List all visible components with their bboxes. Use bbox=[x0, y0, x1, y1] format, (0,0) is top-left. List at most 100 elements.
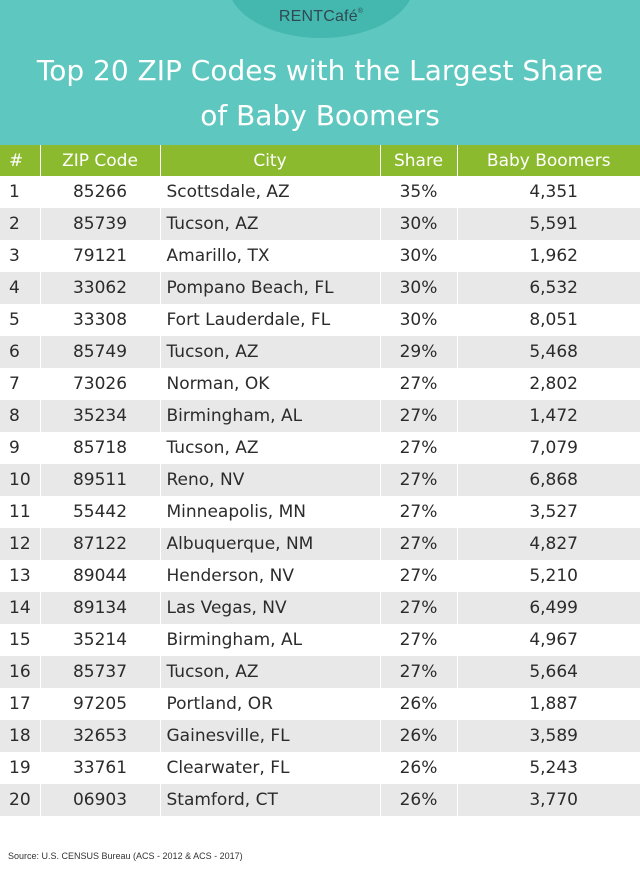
table-row: 13 89044 Henderson, NV 27% 5,210 bbox=[0, 560, 640, 592]
city-cell: Birmingham, AL bbox=[160, 400, 381, 432]
table-row: 16 85737 Tucson, AZ 27% 5,664 bbox=[0, 656, 640, 688]
boomers-cell: 8,051 bbox=[457, 304, 640, 336]
zip-cell: 33308 bbox=[40, 304, 161, 336]
boomers-cell: 2,802 bbox=[457, 368, 640, 400]
zip-cell: 89511 bbox=[40, 464, 161, 496]
rank-cell: 14 bbox=[0, 592, 41, 624]
rank-cell: 7 bbox=[0, 368, 41, 400]
header-zip-code: ZIP Code bbox=[40, 145, 161, 176]
table-row: 4 33062 Pompano Beach, FL 30% 6,532 bbox=[0, 272, 640, 304]
zip-cell: 79121 bbox=[40, 240, 161, 272]
header-share: Share bbox=[380, 145, 458, 176]
zip-code-table: # ZIP Code City Share Baby Boomers 1 8526… bbox=[0, 145, 640, 816]
rank-cell: 5 bbox=[0, 304, 41, 336]
table-row: 17 97205 Portland, OR 26% 1,887 bbox=[0, 688, 640, 720]
rank-cell: 20 bbox=[0, 784, 41, 816]
boomers-cell: 6,499 bbox=[457, 592, 640, 624]
city-cell: Amarillo, TX bbox=[160, 240, 381, 272]
share-cell: 27% bbox=[380, 528, 458, 560]
share-cell: 26% bbox=[380, 784, 458, 816]
share-cell: 35% bbox=[380, 176, 458, 208]
city-cell: Portland, OR bbox=[160, 688, 381, 720]
boomers-cell: 4,351 bbox=[457, 176, 640, 208]
city-cell: Reno, NV bbox=[160, 464, 381, 496]
boomers-cell: 5,591 bbox=[457, 208, 640, 240]
table-row: 18 32653 Gainesville, FL 26% 3,589 bbox=[0, 720, 640, 752]
table-row: 2 85739 Tucson, AZ 30% 5,591 bbox=[0, 208, 640, 240]
city-cell: Henderson, NV bbox=[160, 560, 381, 592]
rank-cell: 17 bbox=[0, 688, 41, 720]
rank-cell: 15 bbox=[0, 624, 41, 656]
zip-cell: 06903 bbox=[40, 784, 161, 816]
rank-cell: 19 bbox=[0, 752, 41, 784]
rank-cell: 2 bbox=[0, 208, 41, 240]
rank-cell: 16 bbox=[0, 656, 41, 688]
city-cell: Birmingham, AL bbox=[160, 624, 381, 656]
table-row: 15 35214 Birmingham, AL 27% 4,967 bbox=[0, 624, 640, 656]
share-cell: 27% bbox=[380, 432, 458, 464]
header-rank: # bbox=[0, 145, 41, 176]
rank-cell: 10 bbox=[0, 464, 41, 496]
share-cell: 26% bbox=[380, 752, 458, 784]
rank-cell: 6 bbox=[0, 336, 41, 368]
city-cell: Norman, OK bbox=[160, 368, 381, 400]
rank-cell: 4 bbox=[0, 272, 41, 304]
title-line-2: of Baby Boomers bbox=[200, 99, 440, 132]
city-cell: Albuquerque, NM bbox=[160, 528, 381, 560]
share-cell: 29% bbox=[380, 336, 458, 368]
boomers-cell: 1,472 bbox=[457, 400, 640, 432]
city-cell: Fort Lauderdale, FL bbox=[160, 304, 381, 336]
share-cell: 27% bbox=[380, 592, 458, 624]
zip-cell: 55442 bbox=[40, 496, 161, 528]
share-cell: 30% bbox=[380, 240, 458, 272]
city-cell: Stamford, CT bbox=[160, 784, 381, 816]
share-cell: 27% bbox=[380, 624, 458, 656]
boomers-cell: 5,664 bbox=[457, 656, 640, 688]
rentcafe-logo: RENTCafé® bbox=[278, 8, 364, 25]
table-row: 9 85718 Tucson, AZ 27% 7,079 bbox=[0, 432, 640, 464]
rank-cell: 11 bbox=[0, 496, 41, 528]
zip-cell: 35234 bbox=[40, 400, 161, 432]
share-cell: 30% bbox=[380, 272, 458, 304]
table-row: 11 55442 Minneapolis, MN 27% 3,527 bbox=[0, 496, 640, 528]
zip-cell: 89044 bbox=[40, 560, 161, 592]
rank-cell: 9 bbox=[0, 432, 41, 464]
zip-cell: 73026 bbox=[40, 368, 161, 400]
boomers-cell: 3,589 bbox=[457, 720, 640, 752]
source-note: Source: U.S. CENSUS Bureau (ACS - 2012 &… bbox=[8, 851, 243, 861]
zip-cell: 85266 bbox=[40, 176, 161, 208]
city-cell: Tucson, AZ bbox=[160, 432, 381, 464]
boomers-cell: 3,770 bbox=[457, 784, 640, 816]
city-cell: Clearwater, FL bbox=[160, 752, 381, 784]
city-cell: Minneapolis, MN bbox=[160, 496, 381, 528]
city-cell: Pompano Beach, FL bbox=[160, 272, 381, 304]
city-cell: Tucson, AZ bbox=[160, 208, 381, 240]
share-cell: 27% bbox=[380, 464, 458, 496]
boomers-cell: 6,868 bbox=[457, 464, 640, 496]
city-cell: Tucson, AZ bbox=[160, 656, 381, 688]
boomers-cell: 7,079 bbox=[457, 432, 640, 464]
table-row: 20 06903 Stamford, CT 26% 3,770 bbox=[0, 784, 640, 816]
header-banner: RENTCafé® Top 20 ZIP Codes with the Larg… bbox=[0, 0, 640, 145]
city-cell: Scottsdale, AZ bbox=[160, 176, 381, 208]
boomers-cell: 5,243 bbox=[457, 752, 640, 784]
table-row: 12 87122 Albuquerque, NM 27% 4,827 bbox=[0, 528, 640, 560]
zip-cell: 33062 bbox=[40, 272, 161, 304]
boomers-cell: 4,967 bbox=[457, 624, 640, 656]
table-row: 6 85749 Tucson, AZ 29% 5,468 bbox=[0, 336, 640, 368]
zip-cell: 97205 bbox=[40, 688, 161, 720]
share-cell: 26% bbox=[380, 720, 458, 752]
rank-cell: 18 bbox=[0, 720, 41, 752]
share-cell: 27% bbox=[380, 496, 458, 528]
table-row: 14 89134 Las Vegas, NV 27% 6,499 bbox=[0, 592, 640, 624]
rank-cell: 8 bbox=[0, 400, 41, 432]
boomers-cell: 5,468 bbox=[457, 336, 640, 368]
rank-cell: 1 bbox=[0, 176, 41, 208]
header-baby-boomers: Baby Boomers bbox=[457, 145, 640, 176]
share-cell: 27% bbox=[380, 560, 458, 592]
rank-cell: 12 bbox=[0, 528, 41, 560]
zip-cell: 85749 bbox=[40, 336, 161, 368]
rank-cell: 13 bbox=[0, 560, 41, 592]
table-row: 7 73026 Norman, OK 27% 2,802 bbox=[0, 368, 640, 400]
zip-cell: 32653 bbox=[40, 720, 161, 752]
